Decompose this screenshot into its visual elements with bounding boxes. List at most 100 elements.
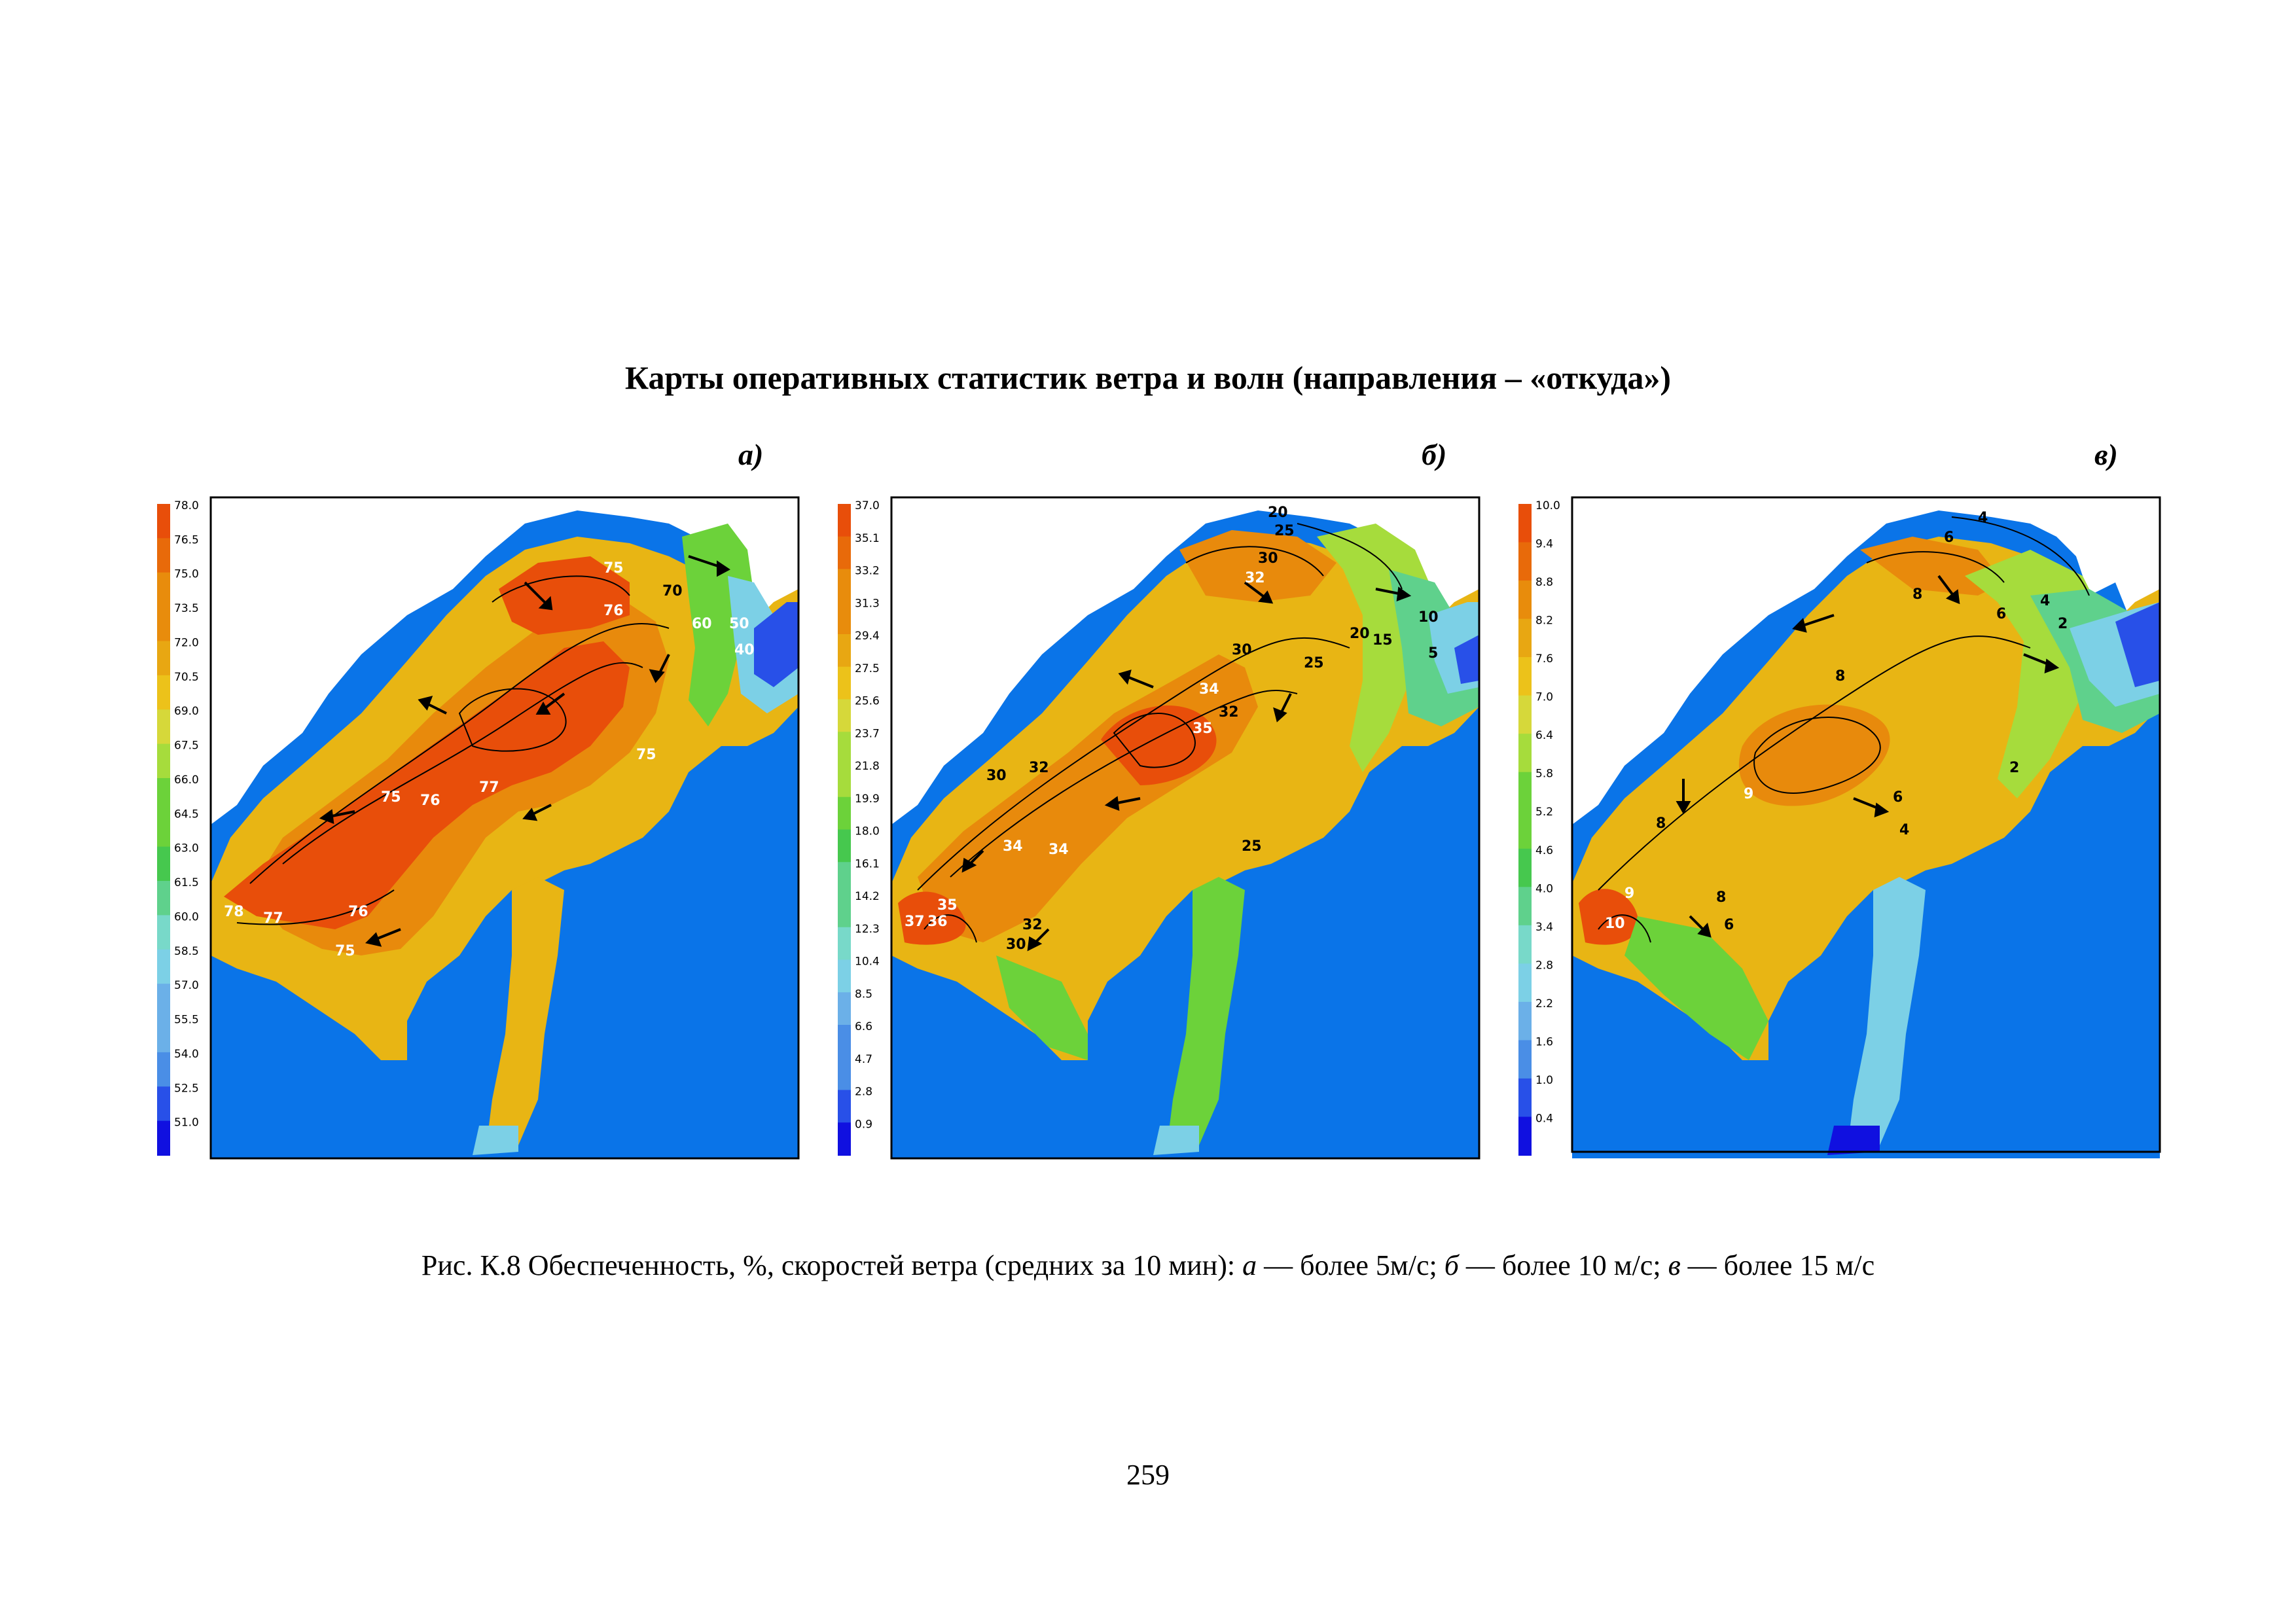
legend-tick-label: 3.4 xyxy=(1535,921,1553,934)
legend-swatch xyxy=(838,1057,851,1091)
contour-labels-v: 4 6 8 6 4 2 8 9 6 4 2 8 9 10 8 6 xyxy=(1605,510,2068,933)
legend-swatch xyxy=(1518,887,1532,926)
legend-tick-label: 10.0 xyxy=(1535,499,1560,512)
contour-label: 6 xyxy=(1944,529,1954,546)
caption-v-text: — более 15 м/с xyxy=(1680,1249,1875,1281)
wind-arrow-icon xyxy=(1258,590,1274,604)
legend-swatch xyxy=(838,536,851,570)
legend-tick-label: 6.4 xyxy=(1535,729,1553,742)
legend-tick-label: 31.3 xyxy=(855,597,880,610)
contour-label: 20 xyxy=(1268,505,1288,521)
contour-label: 34 xyxy=(1049,842,1069,858)
wind-arrow-icon xyxy=(1945,589,1960,605)
contour-label: 30 xyxy=(1258,550,1278,567)
zone-green-south-v xyxy=(1624,916,1768,1060)
legend-tick-label: 10.4 xyxy=(855,955,880,969)
legend-tick-label: 70.5 xyxy=(174,671,199,684)
wind-arrow-icon xyxy=(1104,796,1120,812)
legend-tick-label: 5.2 xyxy=(1535,806,1553,819)
legend-swatch xyxy=(838,992,851,1026)
contour-label: 77 xyxy=(479,779,499,796)
caption-a-letter: а xyxy=(1242,1249,1257,1281)
contour-label: 25 xyxy=(1274,523,1295,539)
legend-swatches-b xyxy=(838,504,851,1156)
contours-v xyxy=(1598,516,2090,943)
map-frame-v xyxy=(1571,496,2161,1153)
contour-label: 8 xyxy=(1912,586,1922,603)
zone-orange-north-b xyxy=(1179,530,1336,602)
contour-label: 4 xyxy=(1899,822,1909,838)
legend-swatch xyxy=(838,959,851,993)
contour-label: 4 xyxy=(2040,593,2050,609)
contour-label: 70 xyxy=(662,583,683,599)
contour-label: 10 xyxy=(1418,609,1439,626)
zone-orange-north-v xyxy=(1860,537,2004,596)
legend-tick-label: 16.1 xyxy=(855,857,880,870)
contour-label: 32 xyxy=(1022,917,1043,933)
legend-swatch xyxy=(1518,1040,1532,1079)
contour-label: 75 xyxy=(636,747,656,763)
wind-arrow-icon xyxy=(535,701,551,715)
channel-tip-b xyxy=(1153,1126,1199,1155)
zone-blue-a xyxy=(754,602,798,687)
legend-ticks-b: 37.0 35.1 33.2 31.3 29.4 27.5 25.6 23.7 21.8 19.9… xyxy=(855,499,880,1131)
contour-label: 77 xyxy=(263,910,283,927)
contour-label: 25 xyxy=(1304,655,1324,671)
wind-arrow-icon xyxy=(1027,936,1043,952)
contour-label: 9 xyxy=(1624,885,1634,902)
zone-red-north-a xyxy=(499,556,630,635)
legend-tick-label: 2.8 xyxy=(855,1086,872,1099)
legend-tick-label: 52.5 xyxy=(174,1082,199,1095)
map-svg-a: 78.0 76.5 75.0 73.5 72.0 70.5 69.0 67.5 66.0 64.5… xyxy=(157,496,800,1160)
panel-a-letter: а) xyxy=(738,438,764,471)
contour-label: 32 xyxy=(1029,760,1049,776)
contour-label: 9 xyxy=(1744,786,1753,802)
legend-swatch xyxy=(838,699,851,733)
legend-swatch xyxy=(157,915,170,950)
contour-label: 30 xyxy=(1006,936,1026,953)
contour-label: 75 xyxy=(381,789,401,806)
legend-swatch xyxy=(1518,1078,1532,1118)
caption-v-letter: в xyxy=(1668,1249,1681,1281)
contour-label: 40 xyxy=(734,642,755,658)
legend-swatch xyxy=(157,538,170,573)
legend-swatch xyxy=(838,829,851,863)
wind-arrow-icon xyxy=(538,596,553,611)
map-a: 75 76 70 60 50 40 75 76 77 75 78 77 76 7… xyxy=(209,496,800,1160)
legend-swatch xyxy=(1518,504,1532,543)
contour-label: 60 xyxy=(692,616,712,632)
legend-tick-label: 8.2 xyxy=(1535,615,1553,628)
wind-arrow-icon xyxy=(1676,801,1691,815)
wind-arrows-a xyxy=(319,555,730,947)
legend-swatch xyxy=(838,764,851,798)
contour-label: 25 xyxy=(1242,838,1262,855)
legend-swatch xyxy=(157,846,170,882)
legend-swatch xyxy=(838,634,851,668)
legend-swatch xyxy=(157,984,170,1019)
legend-swatch xyxy=(157,1052,170,1088)
legend-tick-label: 2.8 xyxy=(1535,959,1553,972)
legend-swatch xyxy=(838,862,851,895)
legend-swatch xyxy=(838,895,851,928)
contour-label: 8 xyxy=(1716,889,1726,906)
wind-arrow-icon xyxy=(365,932,382,947)
legend-swatch xyxy=(1518,542,1532,582)
legend-tick-label: 0.9 xyxy=(855,1118,872,1131)
caption-b-letter: б xyxy=(1444,1249,1459,1281)
legend-swatch xyxy=(157,1120,170,1156)
legend-swatch xyxy=(1518,1116,1532,1156)
legend-tick-label: 64.5 xyxy=(174,808,199,821)
contours-a xyxy=(236,575,670,925)
zone-green-south-b xyxy=(996,955,1088,1060)
land-north-a xyxy=(211,497,798,825)
legend-tick-label: 23.7 xyxy=(855,727,880,740)
contour-label: 78 xyxy=(224,904,244,920)
legend-swatch xyxy=(838,569,851,603)
legend-swatch xyxy=(838,601,851,635)
map-svg-b: 37.0 35.1 33.2 31.3 29.4 27.5 25.6 23.7 21.8 19.9… xyxy=(838,496,1480,1160)
legend-tick-label: 67.5 xyxy=(174,740,199,753)
figure-caption: Рис. К.8 Обеспеченность, %, скоростей ве… xyxy=(0,1249,2296,1282)
zone-yellow-b xyxy=(891,537,1479,1060)
channel-a xyxy=(486,877,564,1152)
contour-label: 76 xyxy=(420,793,440,809)
